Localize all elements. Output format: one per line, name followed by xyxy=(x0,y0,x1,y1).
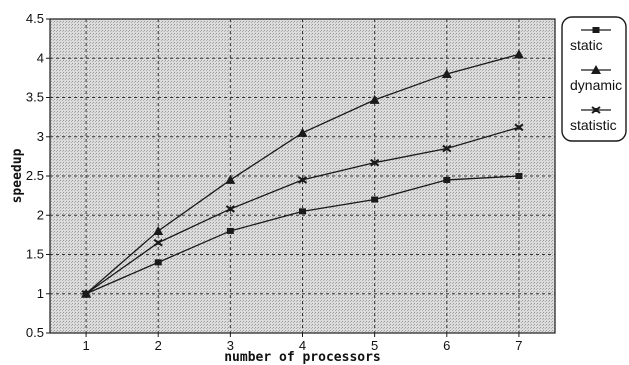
data-point-dynamic xyxy=(225,174,236,184)
legend-item-statistic: statistic xyxy=(570,106,617,133)
data-point-statistic xyxy=(225,205,235,213)
legend: static dynamic statistic xyxy=(561,16,627,142)
legend-marker-dynamic xyxy=(591,65,601,74)
data-point-static xyxy=(515,173,523,179)
series-layer xyxy=(81,49,524,298)
x-tick-label: 3 xyxy=(227,338,234,353)
y-tick-label: 0.5 xyxy=(26,325,44,340)
data-point-dynamic xyxy=(513,49,524,59)
x-tick-label: 1 xyxy=(82,338,89,353)
x-axis-ticks: 1 2 3 4 5 6 7 xyxy=(82,333,523,353)
y-tick-label: 3.5 xyxy=(26,90,44,105)
x-axis-label: number of processors xyxy=(224,350,381,365)
legend-item-dynamic: dynamic xyxy=(570,65,622,93)
data-point-static xyxy=(443,176,451,183)
data-point-dynamic xyxy=(297,127,308,137)
legend-marker-static xyxy=(592,27,600,33)
y-tick-label: 1 xyxy=(37,286,44,301)
data-point-static xyxy=(226,227,234,234)
legend-label-static: static xyxy=(570,37,603,53)
data-point-static xyxy=(154,259,162,266)
series-statistic xyxy=(81,123,524,298)
data-point-dynamic xyxy=(153,225,164,235)
x-tick-label: 7 xyxy=(515,338,522,353)
data-point-statistic xyxy=(442,144,452,153)
x-tick-label: 2 xyxy=(155,338,162,353)
data-point-statistic xyxy=(81,289,91,298)
legend-item-static: static xyxy=(570,27,611,53)
y-axis-ticks: 0.5 1 1.5 2 2.5 3 3.5 4 4.5 xyxy=(26,11,50,340)
y-tick-label: 1.5 xyxy=(26,247,44,262)
x-tick-label: 6 xyxy=(443,338,450,353)
data-point-statistic xyxy=(370,158,380,167)
y-tick-label: 2 xyxy=(37,207,44,222)
y-tick-label: 3 xyxy=(37,129,44,144)
y-tick-label: 2.5 xyxy=(26,168,44,183)
data-point-dynamic xyxy=(441,68,452,78)
data-point-static xyxy=(371,196,379,203)
x-tick-label: 5 xyxy=(371,338,378,353)
y-tick-label: 4.5 xyxy=(26,11,44,26)
legend-label-statistic: statistic xyxy=(570,117,617,133)
data-point-static xyxy=(299,208,306,215)
y-axis-label: speedup xyxy=(10,148,25,203)
data-point-statistic xyxy=(297,176,308,184)
x-tick-label: 4 xyxy=(299,338,306,353)
y-tick-label: 4 xyxy=(37,50,44,65)
legend-label-dynamic: dynamic xyxy=(570,77,622,93)
legend-marker-statistic xyxy=(591,106,601,114)
data-point-statistic xyxy=(153,238,163,247)
data-point-dynamic xyxy=(369,94,380,104)
data-point-statistic xyxy=(514,123,524,132)
